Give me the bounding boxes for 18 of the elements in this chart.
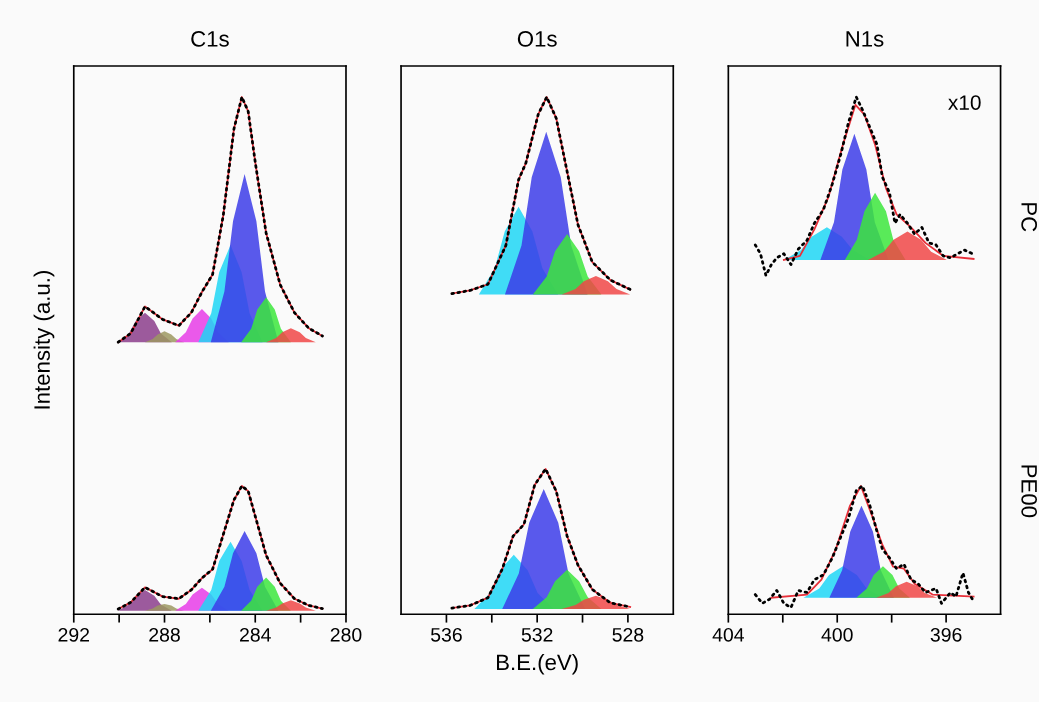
x-tick-label: 528 — [612, 627, 644, 642]
chart-title: C1s — [191, 31, 229, 47]
text: PE00 — [1021, 465, 1038, 518]
x-tick-label: 532 — [521, 627, 553, 642]
x-tick-label: 292 — [58, 627, 90, 642]
chart-title: N1s — [846, 31, 884, 47]
y-axis-title: Intensity (a.u.) — [33, 271, 55, 409]
x-tick-label: 280 — [330, 627, 362, 642]
x-axis-title: B.E.(eV) — [497, 653, 578, 675]
annotation: x10 — [948, 95, 981, 110]
x-tick-label: 396 — [930, 627, 962, 642]
x-tick-label: 404 — [712, 627, 744, 642]
x-tick-label: 400 — [821, 627, 853, 642]
text: PC — [1021, 203, 1038, 232]
chart-title: O1s — [517, 31, 557, 47]
x-tick-label: 536 — [430, 627, 462, 642]
x-tick-label: 284 — [240, 627, 271, 642]
x-tick-label: 288 — [149, 627, 180, 642]
